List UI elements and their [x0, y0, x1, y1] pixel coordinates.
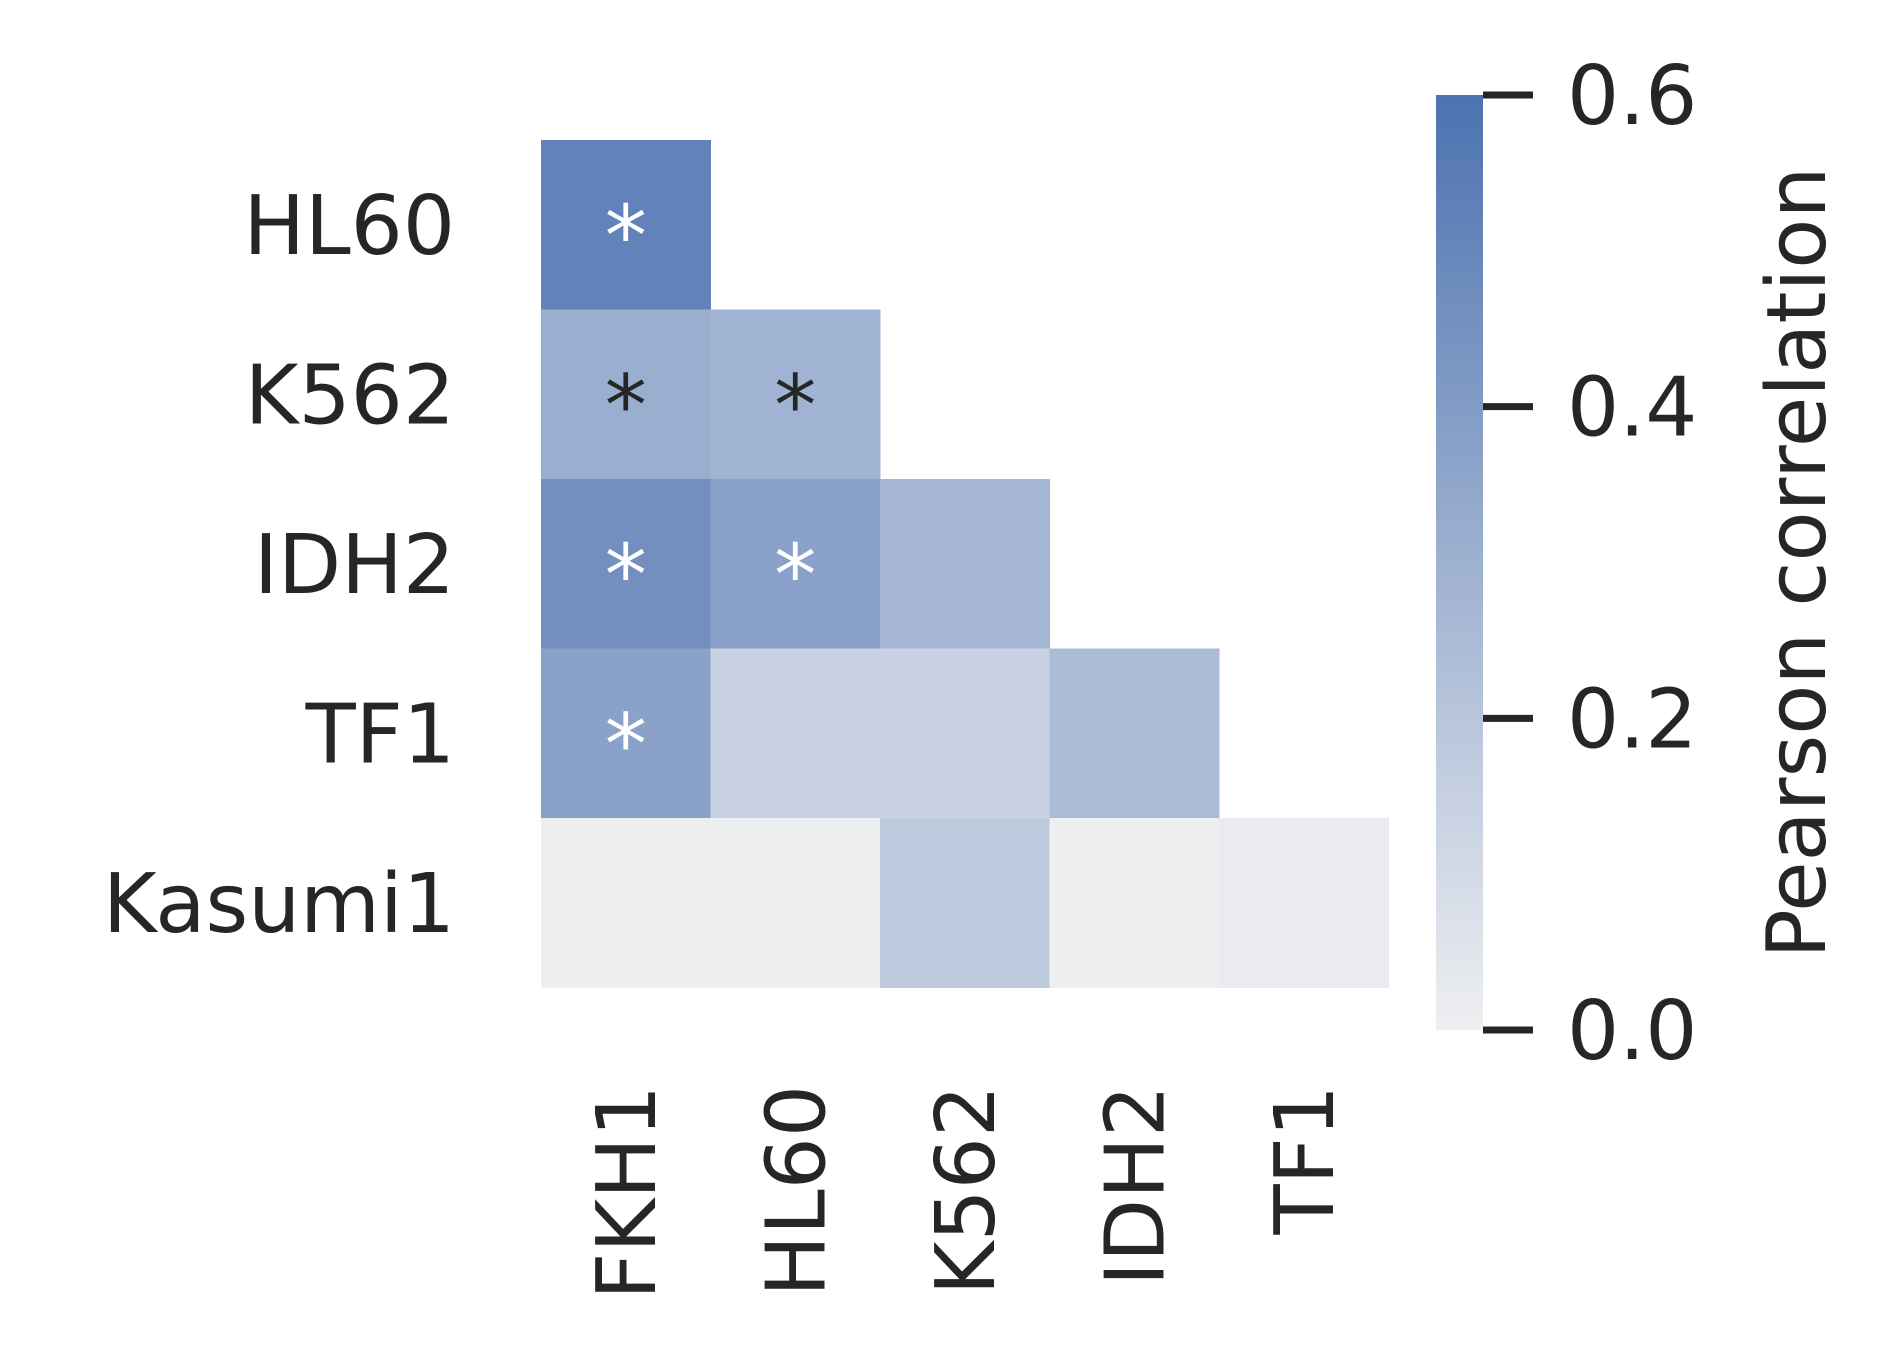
significance-markers: * * * * * * [605, 187, 817, 794]
heatmap-cell-TF1-FKH1 [541, 648, 711, 819]
heatmap-cell-K562-FKH1 [541, 309, 711, 480]
colorbar: 0.0 0.2 0.4 0.6 Pearson correlation [1436, 49, 1845, 1079]
heatmap-cell-Kasumi1-FKH1 [541, 818, 711, 988]
significance-marker-K562-FKH1: * [605, 356, 647, 454]
column-label-IDH2: IDH2 [1088, 1085, 1183, 1286]
colorbar-label: Pearson correlation [1750, 167, 1845, 959]
significance-marker-IDH2-HL60: * [774, 526, 816, 624]
heatmap-cell-K562-HL60 [710, 309, 881, 480]
heatmap-cell-IDH2-FKH1 [541, 479, 711, 649]
colorbar-tick-label-0.4: 0.4 [1567, 361, 1697, 456]
heatmap-cell-IDH2-K562 [880, 479, 1050, 649]
significance-marker-K562-HL60: * [774, 356, 816, 454]
significance-marker-HL60-FKH1: * [605, 187, 647, 285]
heatmap-cell-Kasumi1-TF1 [1219, 818, 1389, 988]
colorbar-gradient [1436, 95, 1483, 1030]
column-label-FKH1: FKH1 [580, 1085, 675, 1300]
colorbar-tick-label-0.6: 0.6 [1567, 49, 1697, 144]
row-label-TF1: TF1 [305, 687, 455, 782]
heatmap-cell-TF1-HL60 [710, 648, 881, 819]
heatmap-cell-IDH2-HL60 [710, 479, 881, 649]
row-label-HL60: HL60 [243, 179, 455, 274]
heatmap-cells [541, 140, 1389, 988]
heatmap-cell-Kasumi1-IDH2 [1049, 818, 1220, 988]
colorbar-tick-label-0.0: 0.0 [1567, 984, 1697, 1079]
heatmap-cell-TF1-IDH2 [1049, 648, 1220, 819]
significance-marker-TF1-FKH1: * [605, 695, 647, 793]
heatmap-cell-HL60-FKH1 [541, 140, 711, 310]
colorbar-tick-label-0.2: 0.2 [1567, 672, 1697, 767]
row-labels: HL60 K562 IDH2 TF1 Kasumi1 [103, 179, 455, 952]
row-label-K562: K562 [245, 348, 455, 443]
row-label-Kasumi1: Kasumi1 [103, 857, 455, 952]
colorbar-ticks: 0.0 0.2 0.4 0.6 [1483, 49, 1697, 1079]
column-label-TF1: TF1 [1258, 1085, 1353, 1235]
heatmap-cell-TF1-K562 [880, 648, 1050, 819]
significance-marker-IDH2-FKH1: * [605, 526, 647, 624]
row-label-IDH2: IDH2 [254, 518, 455, 613]
column-label-HL60: HL60 [749, 1085, 844, 1297]
heatmap-cell-Kasumi1-HL60 [710, 818, 881, 988]
column-labels: FKH1 HL60 K562 IDH2 TF1 [580, 1085, 1353, 1300]
heatmap-cell-Kasumi1-K562 [880, 818, 1050, 988]
column-label-K562: K562 [919, 1085, 1014, 1295]
